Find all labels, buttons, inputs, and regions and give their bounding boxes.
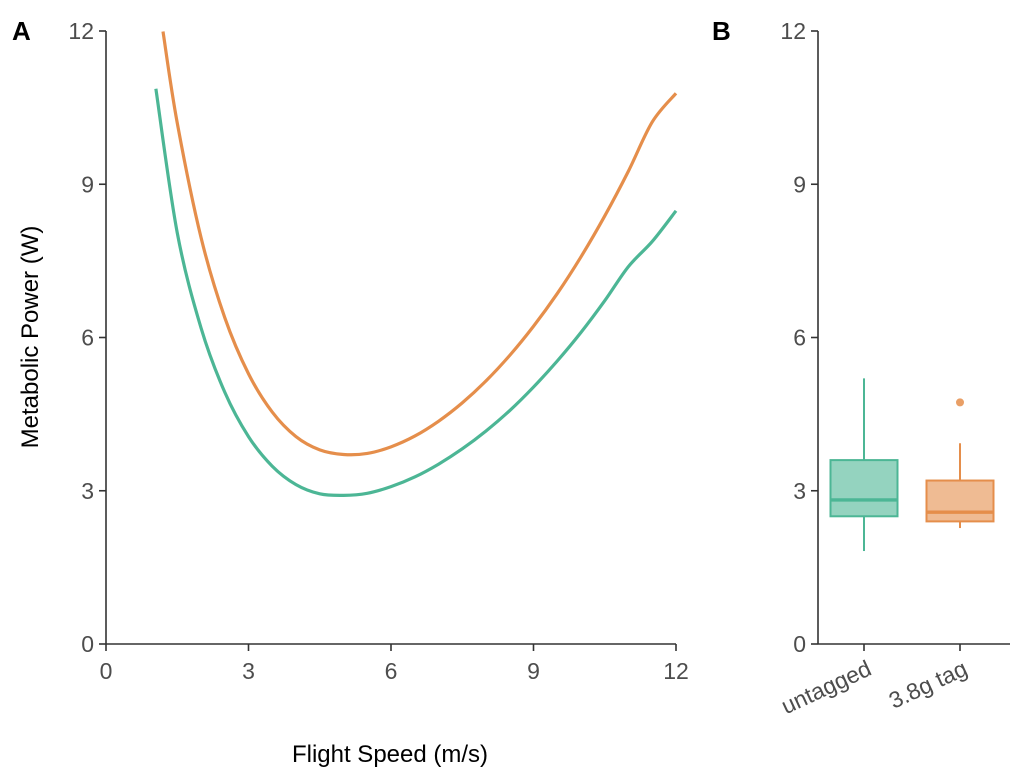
y-tick-label: 6 [793, 325, 806, 351]
panel-b-letter: B [712, 16, 731, 46]
y-tick-label: 0 [81, 631, 94, 657]
boxplot-0 [829, 378, 899, 552]
panel-a-x-ticks: 0 3 6 9 12 [100, 644, 689, 684]
y-tick-label: 6 [81, 325, 94, 351]
boxplot-1 [925, 398, 995, 529]
panel-a-y-ticks: 0 3 6 9 12 [68, 18, 106, 657]
panel-a: A 0 3 6 9 12 0 3 6 9 12 Flight Speed (m/s) Metab… [12, 16, 689, 768]
panel-a-letter: A [12, 16, 31, 46]
x-tick-label: untagged [777, 655, 875, 719]
series-line-1 [154, 88, 678, 497]
panel-b: B 0 3 6 9 12 untagged 3.8g tag [712, 16, 1010, 719]
panel-b-x-ticks: untagged 3.8g tag [777, 644, 971, 719]
panel-b-y-ticks: 0 3 6 9 12 [780, 18, 818, 657]
y-tick-label: 12 [68, 18, 94, 44]
panel-a-series [154, 31, 678, 497]
box-iqr [925, 479, 995, 523]
outlier-point [956, 398, 964, 407]
x-tick-label: 6 [385, 658, 398, 684]
box-iqr [829, 459, 899, 518]
y-tick-label: 9 [793, 171, 806, 197]
x-tick-label: 3 [242, 658, 255, 684]
x-tick-label: 3.8g tag [885, 655, 971, 714]
y-tick-label: 3 [793, 478, 806, 504]
x-tick-label: 0 [100, 658, 113, 684]
y-tick-label: 3 [81, 478, 94, 504]
y-tick-label: 12 [780, 18, 806, 44]
panel-a-y-axis-title: Metabolic Power (W) [17, 226, 44, 449]
y-tick-label: 9 [81, 171, 94, 197]
panel-a-x-axis-title: Flight Speed (m/s) [292, 741, 488, 768]
panel-b-boxes [829, 378, 995, 552]
series-line-0 [161, 31, 678, 457]
x-tick-label: 12 [663, 658, 689, 684]
y-tick-label: 0 [793, 631, 806, 657]
x-tick-label: 9 [527, 658, 540, 684]
